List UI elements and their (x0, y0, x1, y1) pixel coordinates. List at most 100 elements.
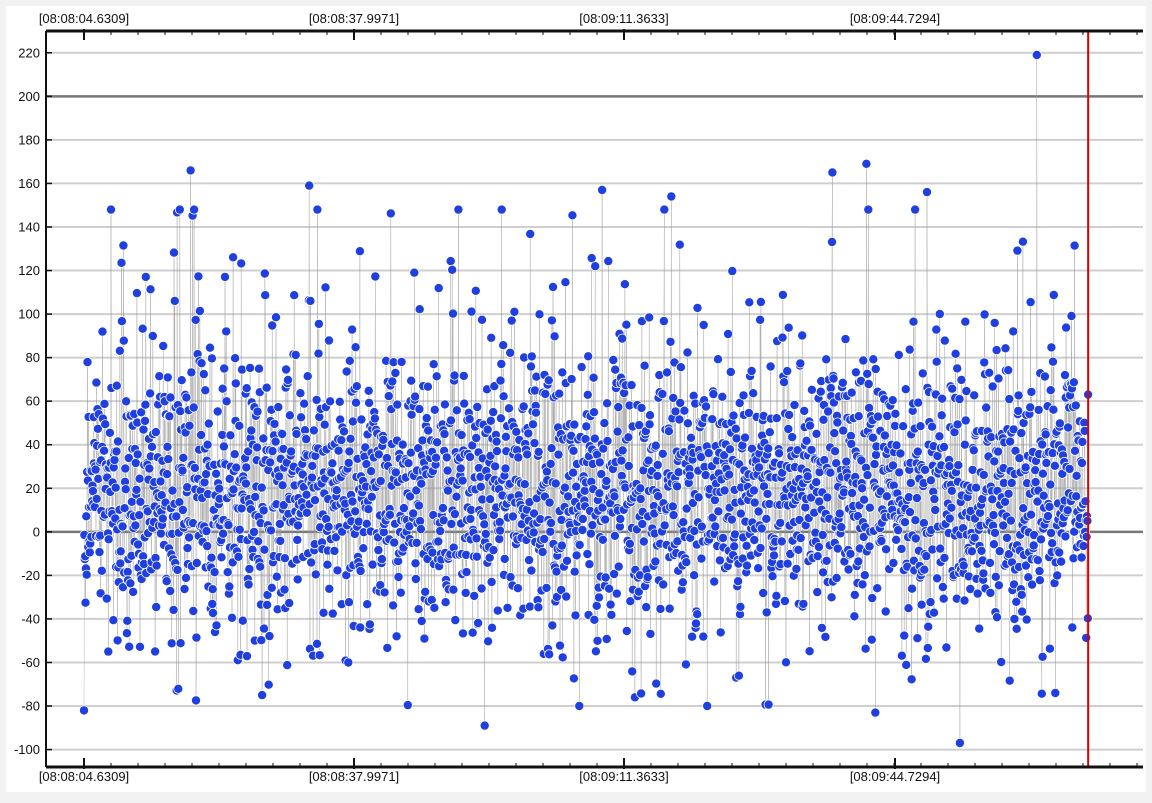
data-point (644, 312, 655, 323)
data-point (616, 455, 627, 466)
data-point (979, 357, 990, 368)
data-point (476, 314, 487, 325)
data-point (248, 527, 259, 538)
data-point (396, 356, 407, 367)
data-point (1008, 326, 1019, 337)
data-point (602, 435, 613, 446)
data-point (252, 442, 263, 453)
data-point (264, 631, 275, 642)
data-point (291, 428, 302, 439)
data-point (862, 470, 873, 481)
data-point (727, 266, 738, 277)
data-point (176, 375, 187, 386)
data-point (223, 520, 234, 531)
data-point (702, 701, 713, 712)
data-point (1070, 400, 1081, 411)
data-point (797, 330, 808, 341)
data-point (366, 466, 377, 477)
data-point (623, 432, 634, 443)
data-point (1026, 509, 1037, 520)
data-point (190, 314, 201, 325)
data-point (642, 572, 653, 583)
data-point (118, 335, 129, 346)
data-point (163, 454, 174, 465)
data-point (960, 316, 971, 327)
data-point (585, 528, 596, 539)
data-point (563, 491, 574, 502)
data-point (263, 679, 274, 690)
data-point (667, 501, 678, 512)
data-point (609, 491, 620, 502)
data-point (471, 533, 482, 544)
data-point (130, 520, 141, 531)
data-point (142, 506, 153, 517)
data-point (488, 545, 499, 556)
data-point (355, 566, 366, 577)
data-point (870, 707, 881, 718)
data-point (891, 534, 902, 545)
data-point (241, 651, 252, 662)
data-point (1043, 511, 1054, 522)
data-point (719, 450, 730, 461)
data-point (932, 573, 943, 584)
data-point (202, 439, 213, 450)
data-point (753, 506, 764, 517)
data-point (110, 482, 121, 493)
data-point (111, 446, 122, 457)
data-point (451, 405, 462, 416)
data-point (594, 457, 605, 468)
data-point (900, 384, 911, 395)
data-point (529, 508, 540, 519)
data-point (922, 643, 933, 654)
data-point (482, 424, 493, 435)
data-point (162, 441, 173, 452)
data-point (748, 388, 759, 399)
data-point (689, 570, 700, 581)
data-point (441, 452, 452, 463)
data-point (738, 390, 749, 401)
data-point (863, 378, 874, 389)
data-point (116, 316, 127, 327)
data-point (1016, 428, 1027, 439)
data-point (743, 407, 754, 418)
data-point (259, 268, 270, 279)
data-point (782, 366, 793, 377)
data-point (255, 561, 266, 572)
data-point (569, 566, 580, 577)
data-point (524, 555, 535, 566)
data-point (783, 423, 794, 434)
data-point (347, 496, 358, 507)
data-point (725, 366, 736, 377)
data-point (361, 459, 372, 470)
data-point (901, 659, 912, 670)
y-tick-label: 200 (18, 89, 40, 104)
data-point (123, 452, 134, 463)
data-point (392, 399, 403, 410)
data-point (674, 239, 685, 250)
data-point (495, 525, 506, 536)
data-point (594, 488, 605, 499)
data-point (546, 518, 557, 529)
x-tick-label-top: [08:08:04.6309] (39, 11, 129, 26)
data-point (492, 605, 503, 616)
data-point (537, 547, 548, 558)
data-point (397, 439, 408, 450)
data-point (519, 479, 530, 490)
data-point (480, 528, 491, 539)
x-tick-label-bottom: [08:09:44.7294] (850, 769, 940, 784)
data-point (816, 622, 827, 633)
data-point (173, 683, 184, 694)
data-point (390, 367, 401, 378)
data-point (696, 521, 707, 532)
data-point (168, 247, 179, 258)
data-point (375, 475, 386, 486)
data-point (1030, 477, 1041, 488)
data-point (334, 396, 345, 407)
data-point (990, 527, 1001, 538)
data-point (103, 534, 114, 545)
data-point (421, 413, 432, 424)
data-point (971, 482, 982, 493)
data-point (390, 467, 401, 478)
data-point (140, 271, 151, 282)
